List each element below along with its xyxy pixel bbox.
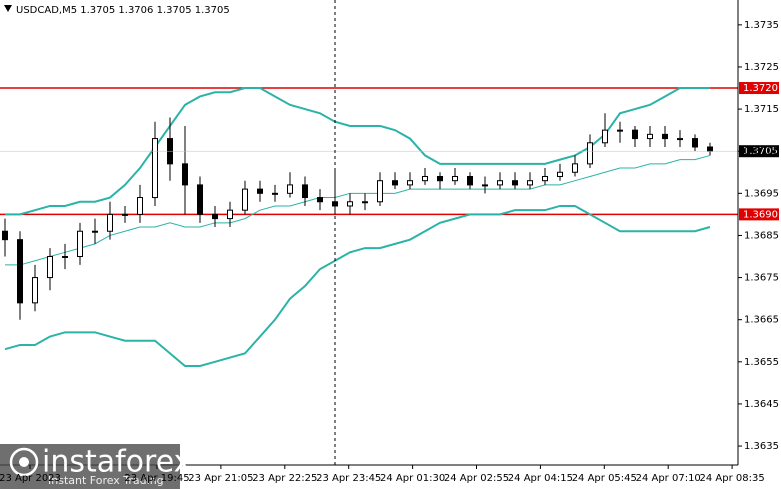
candle-body <box>542 175 548 182</box>
candle-body <box>197 184 203 215</box>
y-tick-label: 1.3685 <box>744 230 779 241</box>
candle-body <box>692 138 698 148</box>
candle-body <box>302 184 308 199</box>
candle-body <box>662 133 668 140</box>
x-tick-label: 24 Apr 08:35 <box>699 473 764 484</box>
y-tick-label: 1.3695 <box>744 188 779 199</box>
candle-body <box>452 175 458 182</box>
candle-body <box>422 175 428 182</box>
indicator-line <box>4 204 711 368</box>
candle-body <box>347 201 353 207</box>
candle-body <box>242 188 248 211</box>
x-tick-label: 24 Apr 02:55 <box>444 473 509 484</box>
candle-body <box>107 213 113 232</box>
x-tick-label: 24 Apr 01:30 <box>380 473 445 484</box>
candle-body <box>587 142 593 165</box>
level-label: 1.3720 <box>743 83 778 94</box>
x-tick-label: 23 Apr 23:45 <box>316 473 381 484</box>
candle-body <box>137 197 143 215</box>
candle-body <box>32 277 38 304</box>
y-tick-label: 1.3715 <box>744 104 779 115</box>
x-tick-label: 23 Apr 2023 <box>0 473 61 484</box>
y-tick-label: 1.3705 <box>744 146 779 157</box>
x-tick-label: 23 Apr 22:25 <box>252 473 317 484</box>
candle-body <box>77 230 83 258</box>
candle-body <box>512 180 518 186</box>
candle-body <box>17 239 23 304</box>
candle-body <box>707 146 713 152</box>
y-tick-label: 1.3635 <box>744 441 779 452</box>
chart-title: USDCAD,M5 1.3705 1.3706 1.3705 1.3705 <box>16 5 230 16</box>
candle-body <box>677 138 683 141</box>
x-tick-label: 24 Apr 05:45 <box>572 473 637 484</box>
candle-body <box>527 180 533 186</box>
candle-body <box>572 163 578 173</box>
candle-body <box>182 163 188 186</box>
candle-body <box>317 197 323 203</box>
y-tick-label: 1.3645 <box>744 399 779 410</box>
x-tick-label: 23 Apr 21:05 <box>188 473 253 484</box>
y-tick-label: 1.3675 <box>744 273 779 284</box>
candle-body <box>257 188 263 194</box>
y-tick-label: 1.3725 <box>744 62 779 73</box>
level-label-box <box>739 82 779 95</box>
x-tick-label: 23 Apr 19:45 <box>124 473 189 484</box>
candle-body <box>392 180 398 186</box>
candle-body <box>497 180 503 186</box>
candle-body <box>227 209 233 220</box>
last-price-box <box>739 145 779 158</box>
candle-body <box>482 184 488 187</box>
symbol-icon <box>4 5 12 12</box>
indicator-line <box>5 154 711 266</box>
plot-area <box>0 87 738 368</box>
last-price-label: 1.3705 <box>743 146 778 157</box>
candle-body <box>617 129 623 132</box>
y-tick-label: 1.3735 <box>744 20 779 31</box>
candle-body <box>467 175 473 186</box>
candle-body <box>557 171 563 177</box>
candle-body <box>92 230 98 233</box>
candle-body <box>437 175 443 182</box>
candle-body <box>407 180 413 186</box>
candle-body <box>212 213 218 220</box>
candle-body <box>647 133 653 140</box>
candle-body <box>47 256 53 279</box>
candle-body <box>377 180 383 203</box>
candle-body <box>272 192 278 195</box>
candle-body <box>62 256 68 259</box>
candle-body <box>2 230 8 241</box>
candle-body <box>287 184 293 194</box>
watermark-logo <box>9 447 39 477</box>
watermark-logo-dot <box>19 457 29 467</box>
y-tick-label: 1.3665 <box>744 315 779 326</box>
x-tick-label: 24 Apr 04:15 <box>508 473 573 484</box>
watermark-brand: instaforex <box>42 445 191 480</box>
level-label: 1.3690 <box>743 209 778 220</box>
y-tick-label: 1.3655 <box>744 357 779 368</box>
level-label-box <box>739 208 779 221</box>
watermark-tagline: Instant Forex Trading <box>48 474 164 487</box>
candle-body <box>152 138 158 199</box>
candle-body <box>362 201 368 204</box>
candle-body <box>632 129 638 140</box>
overlay: 1.3720 1.3690 1.3705 <box>739 82 779 221</box>
candle-body <box>122 213 128 216</box>
x-tick-label: 24 Apr 07:10 <box>636 473 701 484</box>
candle-body <box>602 129 608 144</box>
